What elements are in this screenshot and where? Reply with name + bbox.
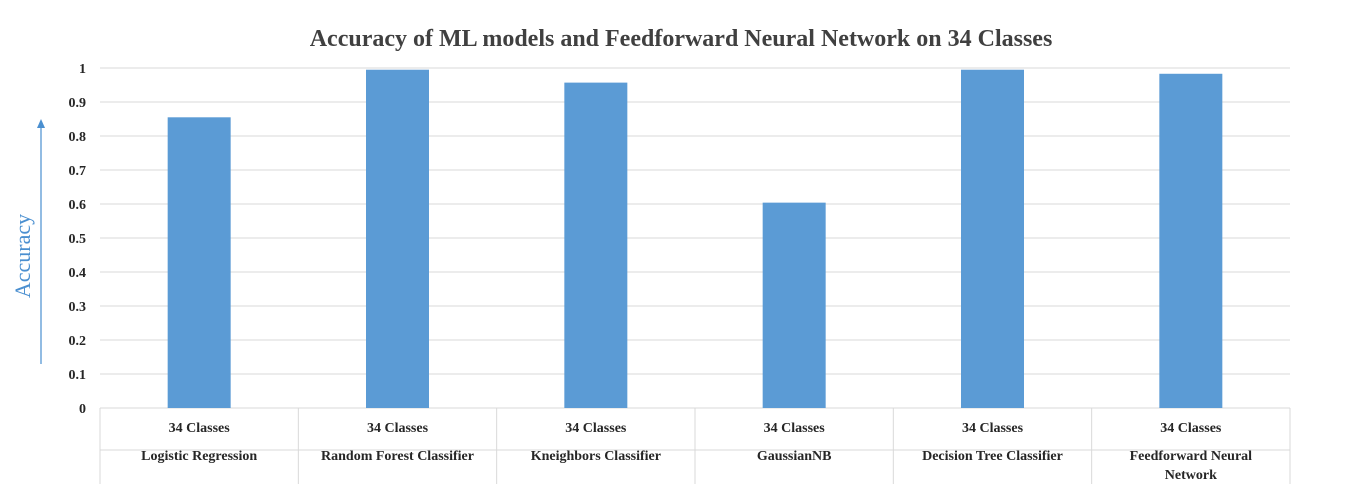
- bar: [1159, 73, 1223, 408]
- bar: [366, 69, 429, 408]
- x-group-label: 34 Classes: [1160, 421, 1222, 436]
- y-axis-arrow-head: [37, 119, 45, 128]
- x-category-label: Random Forest Classifier: [321, 449, 474, 464]
- x-group-label: 34 Classes: [565, 421, 627, 436]
- y-tick-label: 0.5: [69, 232, 87, 247]
- x-category-label: Logistic Regression: [141, 449, 257, 464]
- y-tick-label: 0.3: [69, 300, 87, 315]
- y-tick-label: 0.1: [69, 368, 87, 383]
- x-category-label: Decision Tree Classifier: [922, 449, 1063, 464]
- y-tick-label: 0.8: [69, 130, 87, 145]
- x-category-label: GaussianNB: [757, 449, 832, 464]
- y-tick-label: 0.7: [69, 164, 87, 179]
- y-tick-label: 0.6: [69, 198, 87, 213]
- x-group-label: 34 Classes: [169, 421, 231, 436]
- x-group-label: 34 Classes: [367, 421, 429, 436]
- y-axis-label: Accuracy: [10, 214, 35, 298]
- bar: [167, 117, 231, 409]
- bar: [961, 69, 1024, 408]
- y-tick-label: 0: [79, 402, 86, 417]
- y-tick-label: 0.4: [69, 266, 87, 281]
- gridlines: [99, 67, 1291, 484]
- x-category-label: Kneighbors Classifier: [531, 449, 661, 464]
- chart-title: Accuracy of ML models and Feedforward Ne…: [310, 26, 1053, 52]
- x-group-label: 34 Classes: [962, 421, 1024, 436]
- bars: [167, 69, 1223, 409]
- y-tick-label: 0.9: [69, 96, 87, 111]
- y-tick-label: 1: [79, 62, 86, 77]
- x-category-label: Feedforward Neural Network: [1130, 449, 1253, 483]
- x-group-label: 34 Classes: [764, 421, 826, 436]
- y-axis-ticks: 0 0.1 0.2 0.3 0.4 0.5 0.6 0.7 0.8 0.9 1: [69, 62, 87, 417]
- bar: [564, 82, 628, 409]
- x-axis-categories: 34 Classes Logistic Regression 34 Classes R…: [141, 421, 1252, 483]
- y-axis-label-group: Accuracy: [10, 119, 45, 364]
- bar: [762, 202, 826, 408]
- y-tick-label: 0.2: [69, 334, 87, 349]
